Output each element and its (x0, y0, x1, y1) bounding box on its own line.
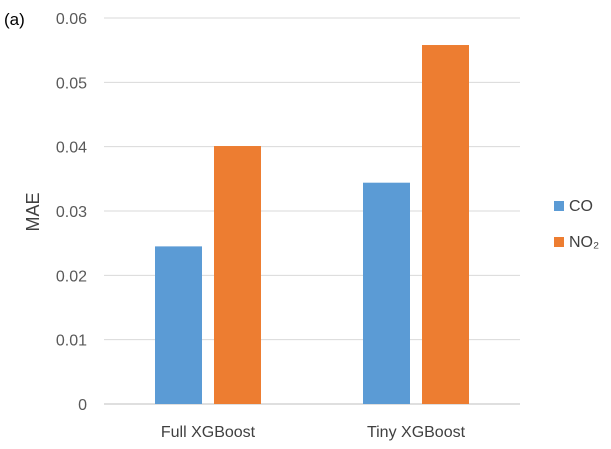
bar (363, 182, 410, 404)
y-axis-title: MAE (23, 192, 43, 231)
y-tick-label: 0.02 (56, 268, 87, 285)
bars (155, 45, 469, 405)
y-tick-label: 0.01 (56, 333, 87, 350)
bar (422, 45, 469, 405)
x-category-label: Tiny XGBoost (367, 424, 466, 441)
y-tick-label: 0.06 (56, 11, 87, 28)
x-axis-categories: Full XGBoost Tiny XGBoost (161, 424, 466, 441)
legend: CO NO₂ (554, 198, 599, 251)
bar (214, 146, 261, 405)
panel-label: (a) (4, 10, 25, 29)
legend-label: CO (569, 198, 593, 215)
bar (155, 246, 202, 404)
x-category-label: Full XGBoost (161, 424, 256, 441)
y-tick-label: 0 (78, 397, 87, 414)
y-axis-ticks: 0 0.01 0.02 0.03 0.04 0.05 0.06 (56, 11, 87, 414)
legend-swatch (554, 201, 564, 211)
legend-label: NO₂ (569, 234, 599, 251)
y-tick-label: 0.04 (56, 140, 87, 157)
y-tick-label: 0.05 (56, 75, 87, 92)
y-tick-label: 0.03 (56, 204, 87, 221)
legend-swatch (554, 237, 564, 247)
